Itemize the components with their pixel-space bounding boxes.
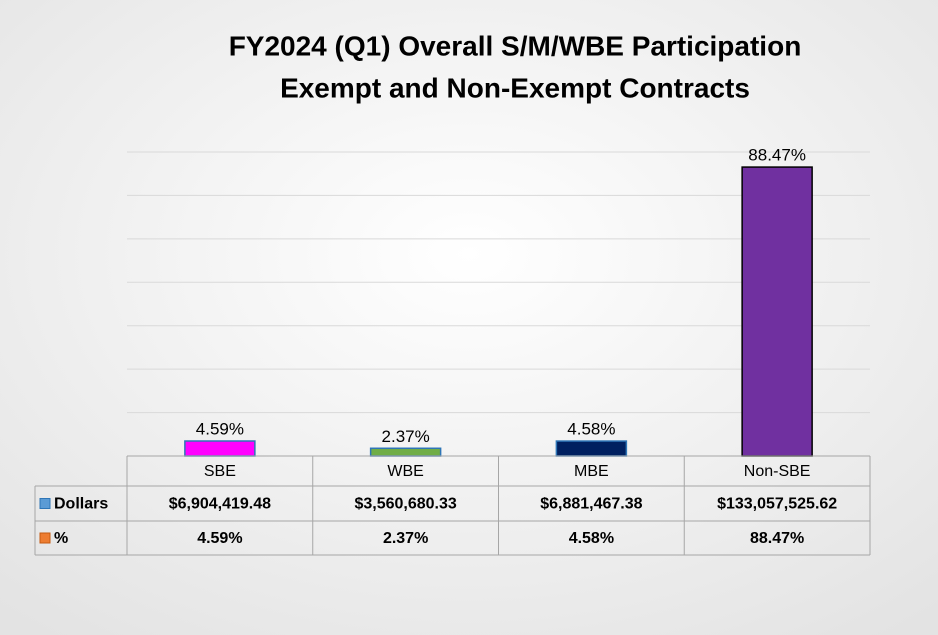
data-label: 88.47%: [748, 146, 806, 165]
table-cell: 4.58%: [569, 530, 614, 547]
data-label: 4.59%: [196, 419, 244, 438]
legend-key: [39, 498, 51, 509]
x-tick-label: MBE: [574, 463, 609, 480]
x-tick-label: WBE: [387, 463, 423, 480]
data-label: 4.58%: [567, 420, 615, 439]
table-cell: $3,560,680.33: [354, 496, 456, 513]
table-cell: $6,881,467.38: [540, 496, 642, 513]
data-label: 2.37%: [382, 427, 430, 446]
table-cell: $133,057,525.62: [717, 496, 837, 513]
chart-title: FY2024 (Q1) Overall S/M/WBE Participatio…: [229, 30, 802, 61]
chart-title: Exempt and Non-Exempt Contracts: [280, 72, 750, 103]
x-tick-label: SBE: [204, 463, 236, 480]
table-cell: $6,904,419.48: [169, 496, 271, 513]
table-cell: 4.59%: [197, 530, 242, 547]
legend-key: [39, 532, 51, 544]
bar: [184, 440, 256, 457]
bar: [555, 440, 628, 457]
x-tick-label: Non-SBE: [744, 463, 811, 480]
table-cell: 2.37%: [383, 530, 428, 547]
bar: [741, 166, 813, 457]
legend-label: Dollars: [54, 496, 108, 513]
legend-label: %: [54, 530, 68, 547]
bar: [369, 447, 442, 457]
table-cell: 88.47%: [750, 530, 804, 547]
